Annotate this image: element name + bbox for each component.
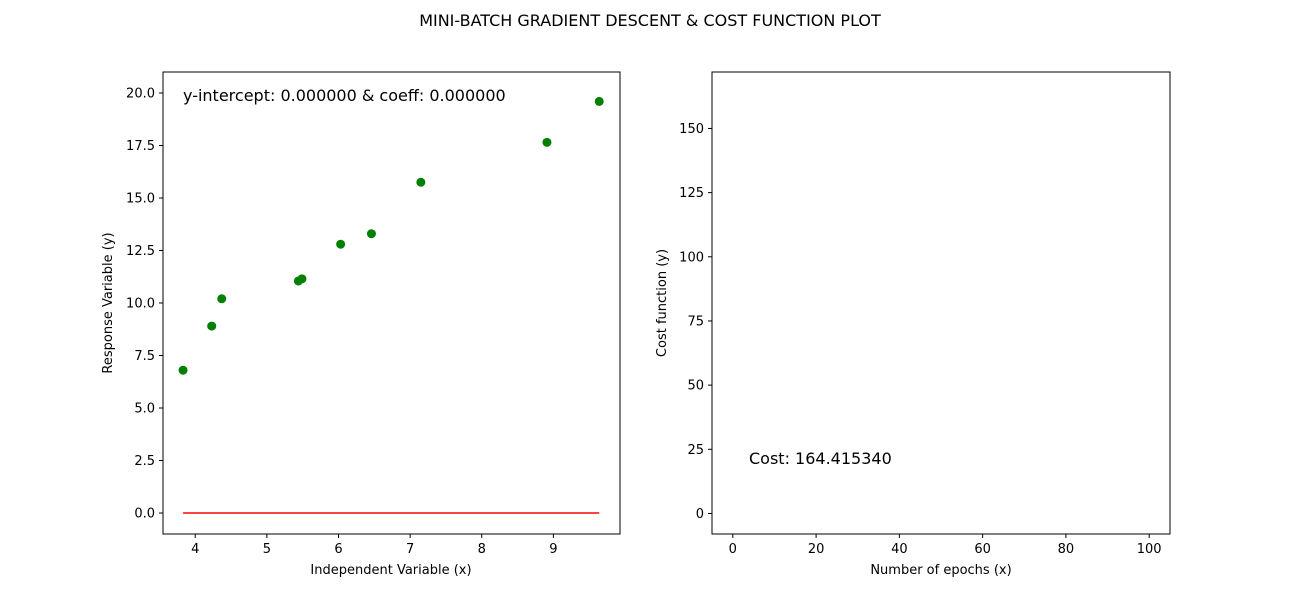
regression-x-tick-label: 7: [406, 542, 414, 557]
regression-y-tick-label: 12.5: [126, 244, 155, 259]
regression-x-tick-label: 6: [334, 542, 342, 557]
data-point: [336, 239, 346, 249]
regression-x-tick-label: 8: [478, 542, 486, 557]
regression-annotation: y-intercept: 0.000000 & coeff: 0.000000: [183, 86, 506, 105]
cost-y-tick-label: 150: [679, 122, 704, 137]
cost-y-tick-label: 75: [687, 314, 704, 329]
figure-title: MINI-BATCH GRADIENT DESCENT & COST FUNCT…: [419, 11, 881, 30]
regression-y-tick-label: 17.5: [126, 139, 155, 154]
data-point: [366, 229, 376, 239]
cost-y-ticks: 0 25 50 75 100 125 150: [679, 122, 712, 522]
cost-y-tick-label: 50: [687, 379, 704, 394]
cost-axes-frame: [711, 71, 1171, 535]
data-point: [207, 321, 217, 331]
regression-y-tick-label: 2.5: [134, 454, 155, 469]
regression-y-tick-label: 15.0: [126, 192, 155, 207]
cost-x-ticks: 0 20 40 60 80 100: [729, 534, 1162, 557]
cost-x-tick-label: 0: [729, 542, 737, 557]
cost-y-tick-label: 125: [679, 186, 704, 201]
cost-x-tick-label: 20: [808, 542, 825, 557]
regression-x-tick-label: 9: [549, 542, 557, 557]
cost-x-tick-label: 60: [974, 542, 991, 557]
regression-x-ticks: 4 5 6 7 8 9: [191, 534, 558, 557]
regression-y-axis-label: Response Variable (y): [101, 232, 116, 373]
data-point: [542, 137, 552, 147]
regression-y-tick-label: 5.0: [134, 402, 155, 417]
data-point: [178, 365, 188, 375]
cost-x-axis-label: Number of epochs (x): [870, 563, 1011, 578]
regression-y-tick-label: 20.0: [126, 87, 155, 102]
regression-y-tick-label: 10.0: [126, 297, 155, 312]
regression-y-tick-label: 0.0: [134, 507, 155, 522]
cost-y-tick-label: 100: [679, 250, 704, 265]
cost-x-tick-label: 80: [1058, 542, 1075, 557]
regression-y-ticks: 0.0 2.5 5.0 7.5 10.0 12.5 15.0 17.5 20.0: [126, 87, 163, 522]
cost-y-axis-label: Cost function (y): [655, 249, 670, 357]
regression-marks: [178, 96, 604, 514]
data-point: [594, 96, 604, 106]
data-point: [416, 177, 426, 187]
regression-x-tick-label: 5: [263, 542, 271, 557]
regression-y-tick-label: 7.5: [134, 349, 155, 364]
cost-annotation: Cost: 164.415340: [749, 449, 892, 468]
cost-subplot: 0 20 40 60 80 100 0 25 50 75 100 125 150 Cost: 164.…: [655, 71, 1171, 578]
cost-x-tick-label: 40: [891, 542, 908, 557]
cost-y-tick-label: 0: [696, 507, 704, 522]
cost-x-tick-label: 100: [1137, 542, 1162, 557]
regression-x-tick-label: 4: [191, 542, 199, 557]
regression-x-axis-label: Independent Variable (x): [310, 563, 471, 578]
data-point: [297, 274, 307, 284]
cost-y-tick-label: 25: [687, 443, 704, 458]
regression-axes-frame: [162, 71, 621, 535]
data-point: [217, 294, 227, 304]
